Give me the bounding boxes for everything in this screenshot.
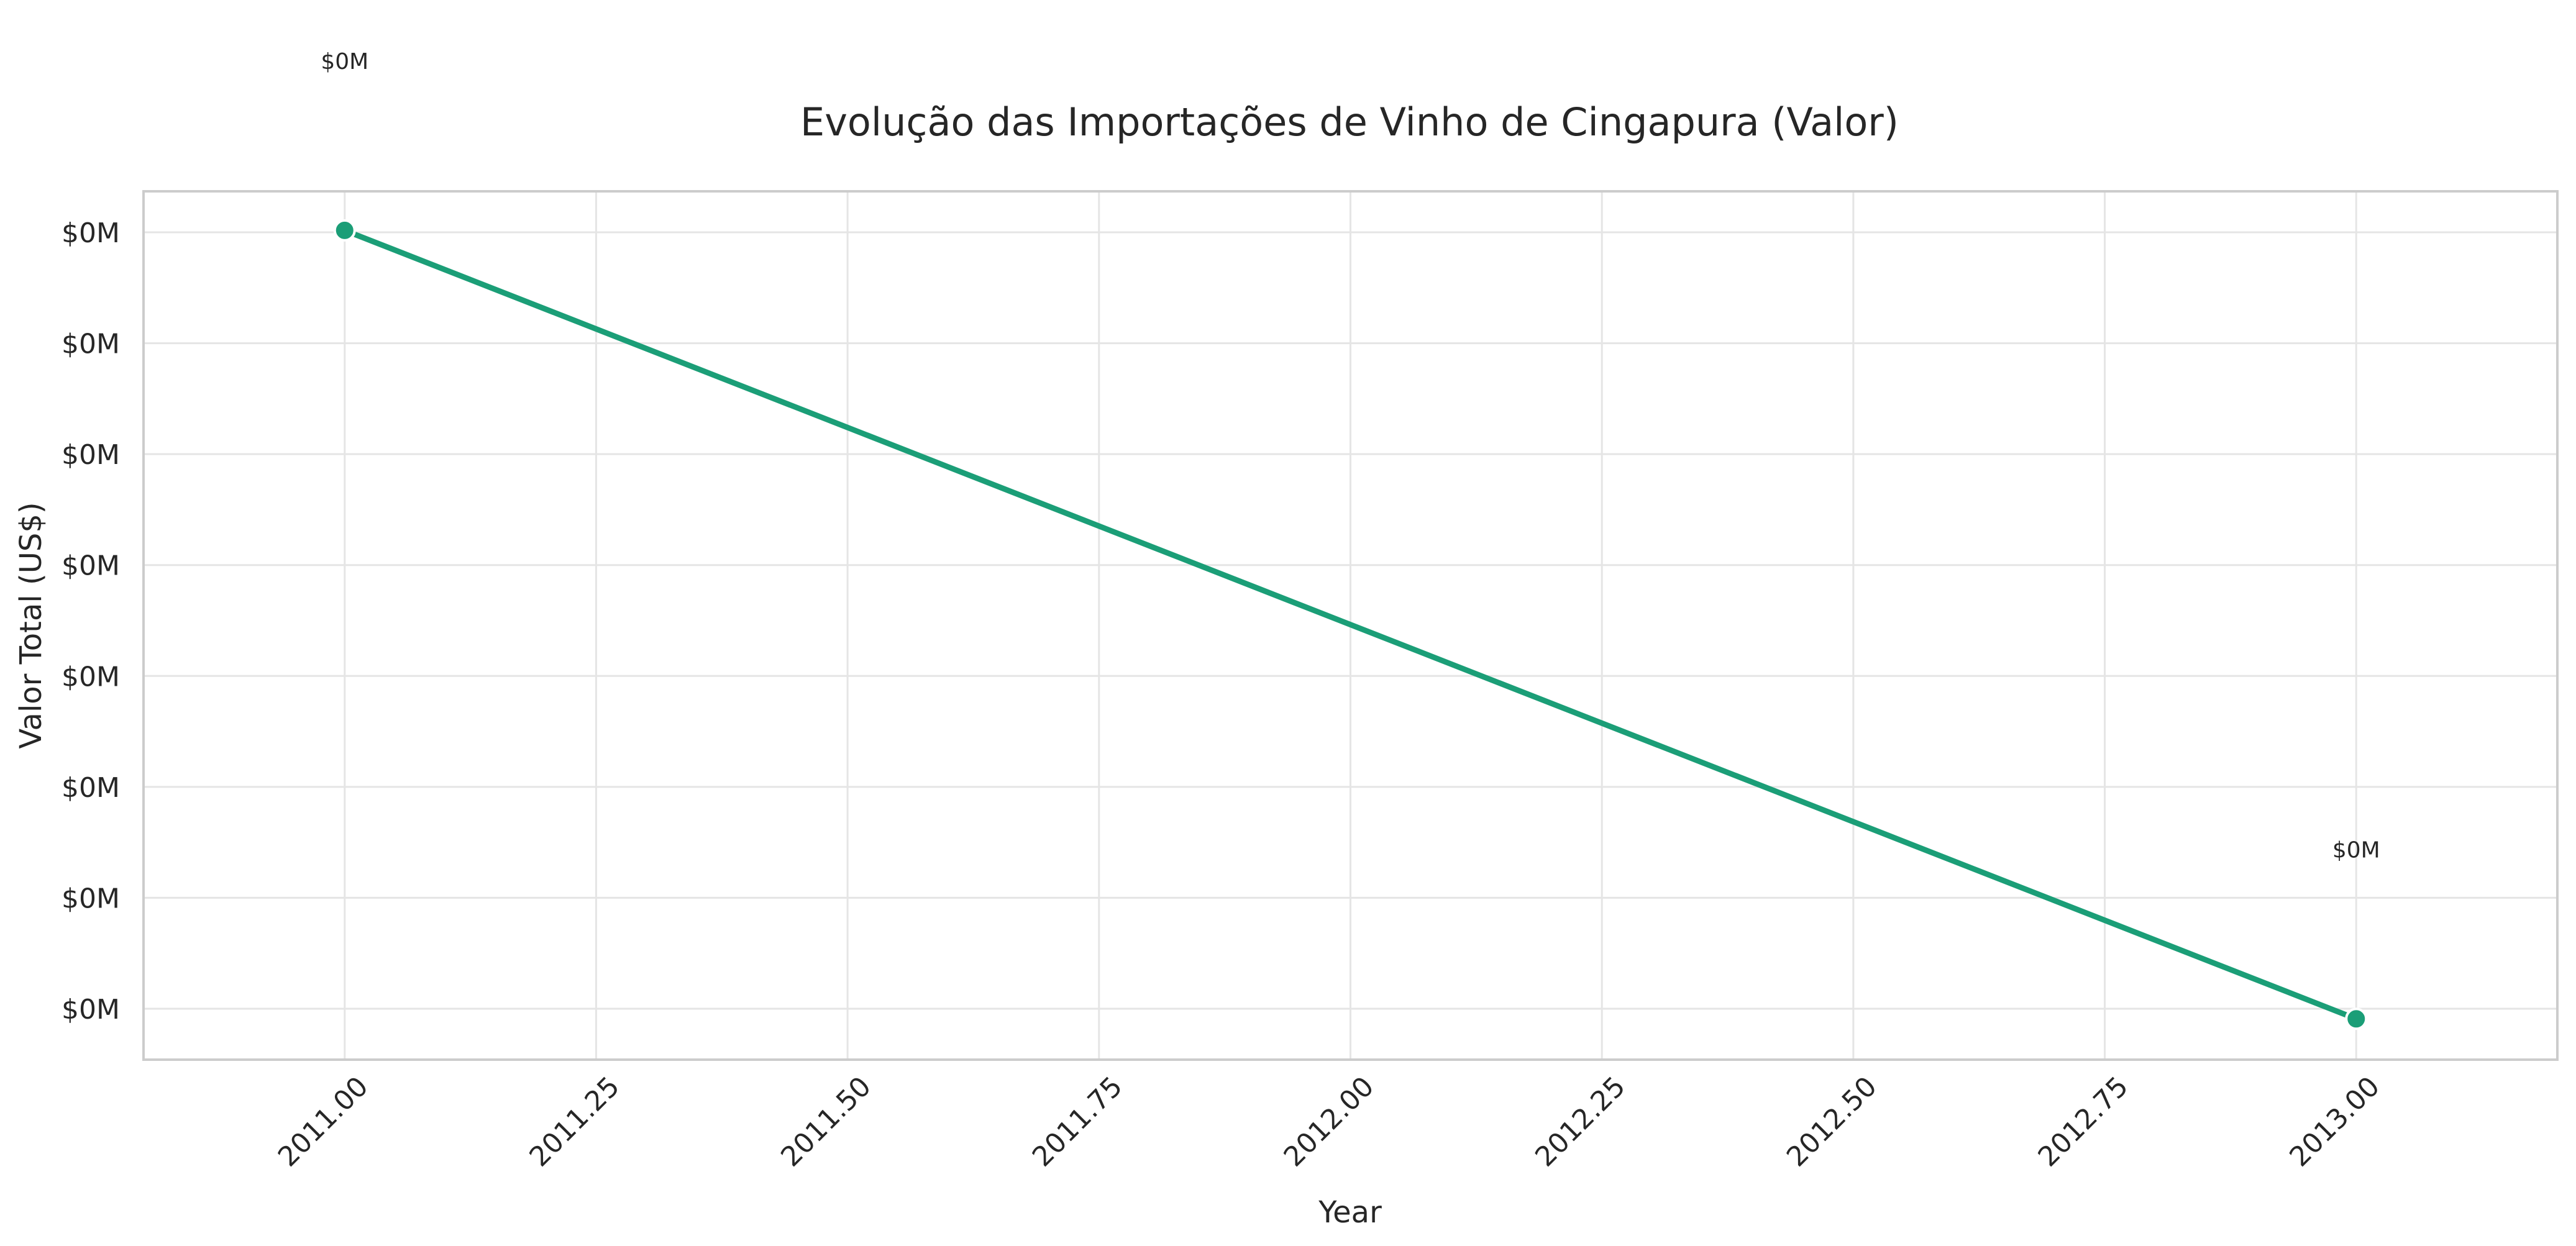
data-point (333, 219, 356, 242)
y-tick-label: $0M (62, 217, 120, 249)
series-layer: $0M $0M (321, 49, 2380, 1030)
chart-title: Evolução das Importações de Vinho de Cin… (800, 99, 1899, 145)
y-tick-label: $0M (62, 661, 120, 693)
x-axis-label: Year (1318, 1195, 1382, 1230)
y-axis-ticks: $0M $0M $0M $0M $0M $0M $0M $0M (62, 217, 120, 1025)
plot-area-frame (142, 190, 2559, 1061)
y-tick-label: $0M (62, 439, 120, 471)
data-label: $0M (2332, 837, 2380, 863)
y-tick-label: $0M (62, 550, 120, 582)
y-axis-label: Valor Total (US$) (14, 502, 48, 748)
series-line (342, 227, 2359, 1022)
data-label: $0M (321, 49, 368, 75)
data-point (2345, 1007, 2368, 1030)
y-tick-label: $0M (62, 329, 120, 360)
y-tick-label: $0M (62, 883, 120, 914)
grid (144, 191, 2557, 1060)
y-tick-label: $0M (62, 994, 120, 1025)
y-tick-label: $0M (62, 772, 120, 804)
